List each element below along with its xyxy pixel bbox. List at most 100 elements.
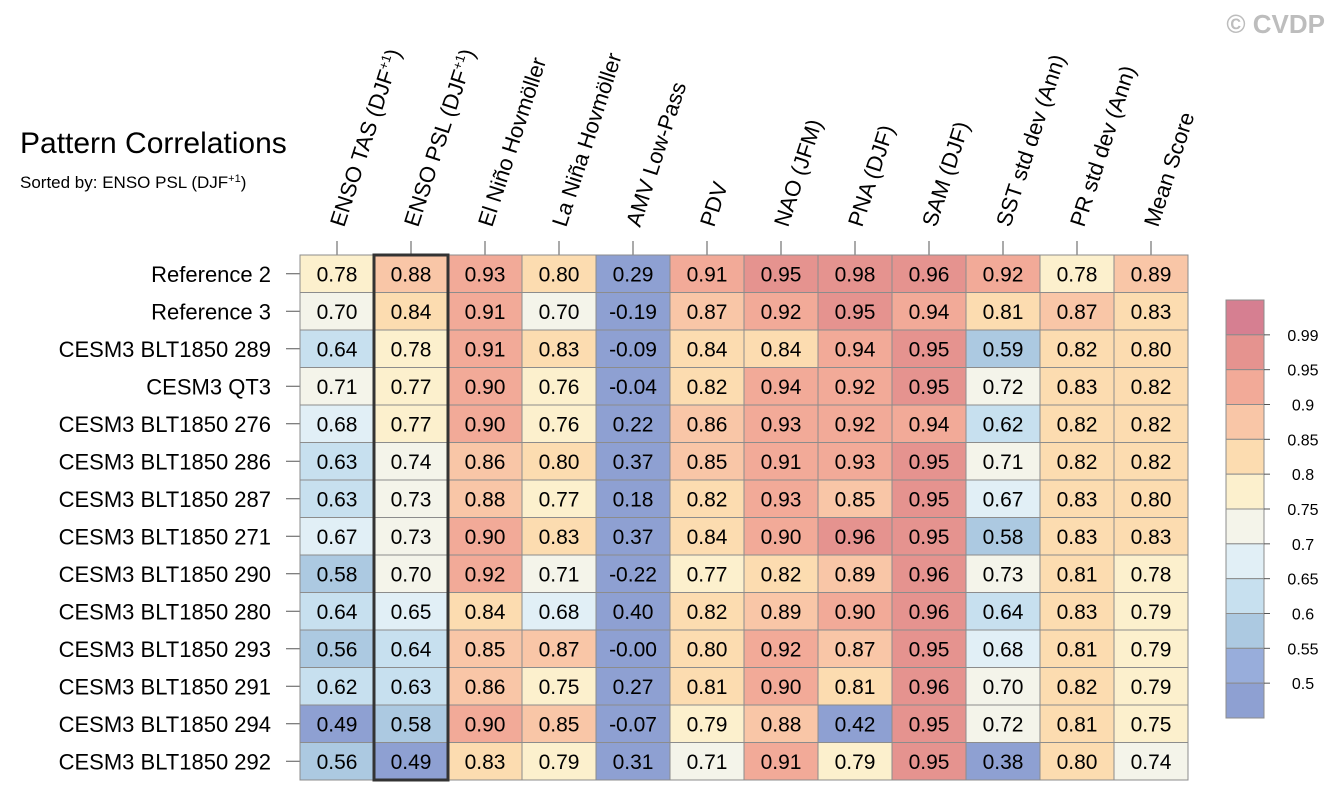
heatmap-cell <box>743 404 819 443</box>
colorbar-label: 0.6 <box>1292 607 1314 624</box>
cell-value: 0.84 <box>687 526 728 549</box>
heatmap-cell <box>891 329 967 368</box>
heatmap-cell <box>1039 554 1115 593</box>
cell-value: 0.64 <box>317 601 358 624</box>
cell-value: 0.70 <box>539 301 580 324</box>
cell-value: 0.78 <box>1057 263 1098 286</box>
heatmap-cell <box>1113 629 1189 668</box>
cell-value: 0.87 <box>835 638 876 661</box>
cell-value: -0.19 <box>609 301 657 324</box>
colorbar-label: 0.5 <box>1292 676 1314 693</box>
cell-value: 0.82 <box>687 601 728 624</box>
cell-value: 0.80 <box>1057 751 1098 774</box>
cell-value: 0.86 <box>465 676 506 699</box>
colorbar-swatch <box>1225 543 1265 580</box>
heatmap-cell <box>891 517 967 556</box>
column-label: ENSO PSL (DJF+1) <box>399 46 480 230</box>
heatmap-cell <box>595 554 671 593</box>
cell-value: 0.83 <box>465 751 506 774</box>
cell-value: -0.22 <box>609 563 657 586</box>
cell-value: 0.85 <box>465 638 506 661</box>
cell-value: 0.82 <box>687 488 728 511</box>
cell-value: 0.90 <box>465 526 506 549</box>
heatmap-cell <box>669 367 745 406</box>
cell-value: 0.92 <box>835 413 876 436</box>
heatmap-cell <box>965 592 1041 631</box>
cell-value: 0.75 <box>539 676 580 699</box>
heatmap-cell <box>965 479 1041 518</box>
heatmap-cell <box>891 479 967 518</box>
cell-value: 0.82 <box>761 563 802 586</box>
heatmap-cell <box>817 667 893 706</box>
heatmap-cell <box>595 667 671 706</box>
cell-value: 0.29 <box>613 263 654 286</box>
heatmap-cell <box>891 442 967 481</box>
cell-value: 0.82 <box>687 376 728 399</box>
cell-value: 0.90 <box>761 526 802 549</box>
heatmap-cell <box>1113 704 1189 743</box>
cell-value: 0.83 <box>1057 526 1098 549</box>
heatmap-cell <box>965 442 1041 481</box>
heatmap-cell <box>1039 667 1115 706</box>
cell-value: 0.96 <box>909 263 950 286</box>
cell-value: 0.81 <box>835 676 876 699</box>
cell-value: 0.79 <box>1131 676 1172 699</box>
heatmap-cell <box>965 667 1041 706</box>
cell-value: 0.58 <box>391 713 432 736</box>
cell-value: 0.94 <box>835 338 876 361</box>
heatmap-cell <box>373 704 449 743</box>
heatmap-cell <box>669 554 745 593</box>
cell-value: 0.93 <box>761 488 802 511</box>
cell-value: 0.85 <box>539 713 580 736</box>
column-label: PDV <box>695 178 733 229</box>
heatmap-cell <box>521 667 597 706</box>
heatmap-cell <box>891 667 967 706</box>
colorbar-swatch <box>1225 369 1265 405</box>
row-label: CESM3 BLT1850 291 <box>59 674 271 699</box>
heatmap-cell <box>1039 254 1115 293</box>
row-label: CESM3 BLT1850 271 <box>59 524 271 549</box>
cell-value: 0.83 <box>1131 526 1172 549</box>
cell-value: 0.70 <box>391 563 432 586</box>
heatmap-cell <box>1039 704 1115 743</box>
column-label: ENSO TAS (DJF+1) <box>325 46 406 230</box>
colorbar-label: 0.7 <box>1292 537 1314 554</box>
cell-value: 0.89 <box>761 601 802 624</box>
heatmap-cell <box>373 292 449 331</box>
cell-value: 0.91 <box>761 451 802 474</box>
cell-value: 0.90 <box>761 676 802 699</box>
heatmap-cell <box>1113 479 1189 518</box>
cell-value: 0.77 <box>391 413 432 436</box>
cell-value: 0.92 <box>465 563 506 586</box>
heatmap-cell <box>595 704 671 743</box>
cell-value: 0.63 <box>317 488 358 511</box>
cell-value: 0.71 <box>687 751 728 774</box>
heatmap-cell <box>373 442 449 481</box>
cell-value: 0.85 <box>835 488 876 511</box>
cell-value: 0.40 <box>613 601 654 624</box>
heatmap-cell <box>669 704 745 743</box>
heatmap-cell <box>743 442 819 481</box>
cell-value: 0.95 <box>909 638 950 661</box>
cell-value: 0.83 <box>539 338 580 361</box>
cell-value: 0.84 <box>761 338 802 361</box>
heatmap-cell <box>521 442 597 481</box>
heatmap-cell <box>743 704 819 743</box>
cell-value: 0.86 <box>687 413 728 436</box>
heatmap-cell <box>817 629 893 668</box>
cell-value: 0.91 <box>687 263 728 286</box>
cell-value: 0.56 <box>317 638 358 661</box>
cell-value: 0.95 <box>761 263 802 286</box>
cell-value: 0.72 <box>983 713 1024 736</box>
cell-value: 0.62 <box>983 413 1024 436</box>
heatmap-cell <box>743 329 819 368</box>
cell-value: 0.79 <box>1131 638 1172 661</box>
column-labels: ENSO TAS (DJF+1)ENSO PSL (DJF+1)El Niño … <box>325 46 1199 255</box>
heatmap-cell <box>1039 479 1115 518</box>
heatmap-cell <box>373 554 449 593</box>
heatmap-cell <box>743 479 819 518</box>
colorbar-swatch <box>1225 404 1265 440</box>
heatmap-cell <box>891 292 967 331</box>
colorbar-swatch <box>1225 508 1265 545</box>
cell-value: 0.74 <box>391 451 432 474</box>
